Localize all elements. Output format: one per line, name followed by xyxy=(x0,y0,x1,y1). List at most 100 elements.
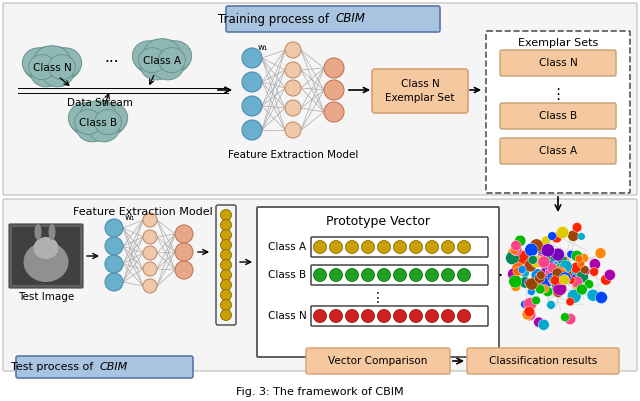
Circle shape xyxy=(535,254,548,267)
Text: ...: ... xyxy=(105,51,119,65)
Ellipse shape xyxy=(88,115,119,142)
FancyBboxPatch shape xyxy=(500,138,616,164)
Circle shape xyxy=(534,273,545,283)
Circle shape xyxy=(552,263,566,277)
Text: Class B: Class B xyxy=(539,111,577,121)
Circle shape xyxy=(567,250,575,258)
Circle shape xyxy=(604,269,616,280)
Circle shape xyxy=(525,279,532,287)
Circle shape xyxy=(410,310,422,322)
Ellipse shape xyxy=(139,48,166,73)
Text: Exemplar Sets: Exemplar Sets xyxy=(518,38,598,48)
Circle shape xyxy=(550,272,558,281)
Circle shape xyxy=(580,265,589,274)
Circle shape xyxy=(521,300,529,308)
FancyBboxPatch shape xyxy=(467,348,619,374)
Ellipse shape xyxy=(33,237,58,259)
Circle shape xyxy=(394,241,406,253)
Ellipse shape xyxy=(133,39,191,77)
Circle shape xyxy=(560,272,568,279)
Circle shape xyxy=(221,259,232,271)
Circle shape xyxy=(567,289,581,303)
Circle shape xyxy=(549,274,559,285)
Text: Classification results: Classification results xyxy=(489,356,597,366)
Circle shape xyxy=(285,122,301,138)
Circle shape xyxy=(520,277,531,288)
Circle shape xyxy=(572,265,585,278)
Ellipse shape xyxy=(152,53,183,80)
Circle shape xyxy=(362,241,374,253)
Circle shape xyxy=(568,230,579,241)
Circle shape xyxy=(221,300,232,310)
Circle shape xyxy=(572,277,583,288)
Circle shape xyxy=(524,309,536,321)
Circle shape xyxy=(346,241,358,253)
Ellipse shape xyxy=(141,53,172,80)
Circle shape xyxy=(575,255,583,263)
Ellipse shape xyxy=(24,242,68,282)
Circle shape xyxy=(538,319,549,330)
Circle shape xyxy=(551,269,564,282)
Circle shape xyxy=(515,235,526,246)
Ellipse shape xyxy=(29,55,56,79)
FancyBboxPatch shape xyxy=(12,227,80,285)
Circle shape xyxy=(105,273,123,291)
Text: Class A: Class A xyxy=(539,146,577,156)
Circle shape xyxy=(536,271,545,279)
Circle shape xyxy=(536,252,548,263)
FancyBboxPatch shape xyxy=(486,31,630,193)
Text: Class N
Exemplar Set: Class N Exemplar Set xyxy=(385,79,455,103)
Circle shape xyxy=(529,255,538,264)
Text: w₁: w₁ xyxy=(258,43,268,51)
Circle shape xyxy=(378,310,390,322)
Circle shape xyxy=(362,310,374,322)
Circle shape xyxy=(551,232,562,243)
Text: Training process of: Training process of xyxy=(218,12,333,26)
Circle shape xyxy=(410,269,422,282)
Ellipse shape xyxy=(95,103,127,133)
Circle shape xyxy=(527,288,536,296)
Text: Test Image: Test Image xyxy=(18,292,74,302)
Circle shape xyxy=(378,241,390,253)
Circle shape xyxy=(540,264,553,276)
Circle shape xyxy=(410,241,422,253)
Circle shape xyxy=(221,279,232,290)
Circle shape xyxy=(330,241,342,253)
Circle shape xyxy=(458,310,470,322)
FancyBboxPatch shape xyxy=(16,356,193,378)
FancyBboxPatch shape xyxy=(306,348,450,374)
Circle shape xyxy=(524,259,537,272)
Circle shape xyxy=(143,246,157,260)
Circle shape xyxy=(143,279,157,293)
Ellipse shape xyxy=(77,115,108,142)
Circle shape xyxy=(330,310,342,322)
Circle shape xyxy=(542,239,550,247)
Ellipse shape xyxy=(68,103,100,133)
Circle shape xyxy=(539,273,548,283)
Circle shape xyxy=(143,213,157,227)
Ellipse shape xyxy=(69,101,127,139)
Circle shape xyxy=(543,287,553,297)
Circle shape xyxy=(578,233,585,240)
Ellipse shape xyxy=(35,224,42,240)
Ellipse shape xyxy=(80,101,116,130)
Text: Test process of: Test process of xyxy=(12,362,97,372)
Circle shape xyxy=(394,269,406,282)
Circle shape xyxy=(553,268,562,277)
Circle shape xyxy=(458,241,470,253)
Circle shape xyxy=(314,310,326,322)
Text: Class B: Class B xyxy=(268,270,306,280)
Text: Prototype Vector: Prototype Vector xyxy=(326,215,430,229)
Text: Data Stream: Data Stream xyxy=(67,98,133,108)
Circle shape xyxy=(563,275,573,284)
Circle shape xyxy=(511,240,521,251)
Circle shape xyxy=(559,272,571,284)
Circle shape xyxy=(543,270,553,281)
Circle shape xyxy=(426,310,438,322)
Text: Class A: Class A xyxy=(268,242,306,252)
Circle shape xyxy=(558,256,568,266)
Circle shape xyxy=(572,223,582,232)
Circle shape xyxy=(518,239,525,246)
Circle shape xyxy=(574,285,584,294)
Circle shape xyxy=(518,265,526,273)
